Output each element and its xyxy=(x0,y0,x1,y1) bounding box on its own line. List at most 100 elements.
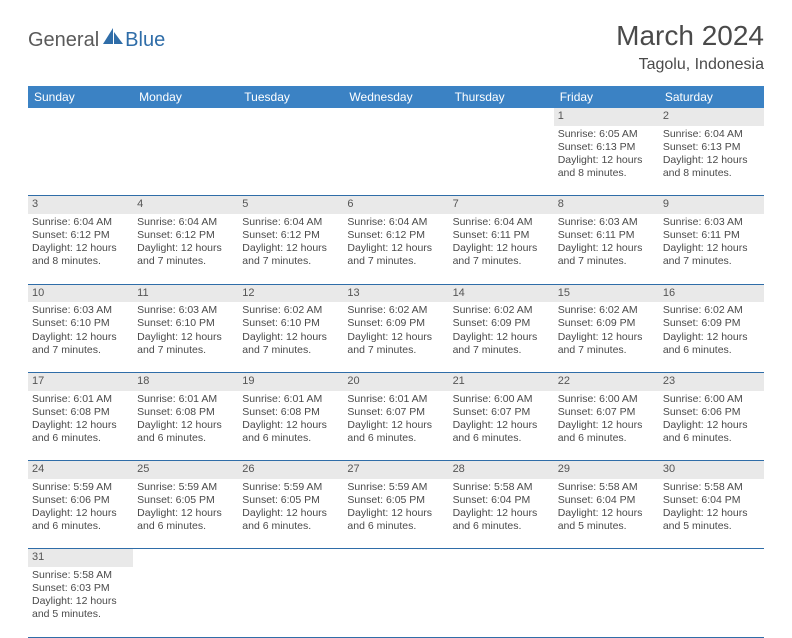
sunset-text: Sunset: 6:12 PM xyxy=(32,229,129,242)
day-data-cell: Sunrise: 6:04 AMSunset: 6:11 PMDaylight:… xyxy=(449,214,554,284)
daylight-text: and 6 minutes. xyxy=(663,344,760,357)
day-number-cell xyxy=(133,549,238,567)
sunrise-text: Sunrise: 6:03 AM xyxy=(558,216,655,229)
day-header: Tuesday xyxy=(238,86,343,108)
day-number-cell: 22 xyxy=(554,372,659,390)
daylight-text: Daylight: 12 hours xyxy=(242,331,339,344)
sunset-text: Sunset: 6:04 PM xyxy=(453,494,550,507)
sunrise-text: Sunrise: 5:59 AM xyxy=(137,481,234,494)
day-number-cell: 16 xyxy=(659,284,764,302)
day-data-cell xyxy=(238,126,343,196)
sunset-text: Sunset: 6:12 PM xyxy=(242,229,339,242)
sunrise-text: Sunrise: 6:04 AM xyxy=(32,216,129,229)
day-number-cell: 4 xyxy=(133,196,238,214)
daylight-text: Daylight: 12 hours xyxy=(137,331,234,344)
brand-text-general: General xyxy=(28,29,99,52)
day-data-cell xyxy=(449,567,554,637)
daylight-text: and 7 minutes. xyxy=(453,344,550,357)
day-data-cell: Sunrise: 6:01 AMSunset: 6:07 PMDaylight:… xyxy=(343,391,448,461)
sunset-text: Sunset: 6:08 PM xyxy=(242,406,339,419)
sunset-text: Sunset: 6:06 PM xyxy=(32,494,129,507)
day-data-cell: Sunrise: 6:03 AMSunset: 6:11 PMDaylight:… xyxy=(659,214,764,284)
day-number-cell xyxy=(238,549,343,567)
day-number-cell: 17 xyxy=(28,372,133,390)
day-number-cell: 31 xyxy=(28,549,133,567)
daylight-text: and 7 minutes. xyxy=(32,344,129,357)
sunset-text: Sunset: 6:10 PM xyxy=(32,317,129,330)
day-number-cell: 3 xyxy=(28,196,133,214)
day-data-cell xyxy=(554,567,659,637)
day-data-cell: Sunrise: 6:01 AMSunset: 6:08 PMDaylight:… xyxy=(238,391,343,461)
page-title: March 2024 xyxy=(616,20,764,52)
sunset-text: Sunset: 6:09 PM xyxy=(347,317,444,330)
day-number-cell xyxy=(28,108,133,126)
day-data-row: Sunrise: 6:03 AMSunset: 6:10 PMDaylight:… xyxy=(28,302,764,372)
sunset-text: Sunset: 6:09 PM xyxy=(453,317,550,330)
day-number-cell xyxy=(133,108,238,126)
day-data-cell: Sunrise: 6:01 AMSunset: 6:08 PMDaylight:… xyxy=(133,391,238,461)
day-data-cell: Sunrise: 5:58 AMSunset: 6:04 PMDaylight:… xyxy=(554,479,659,549)
day-data-cell xyxy=(28,126,133,196)
day-data-row: Sunrise: 6:01 AMSunset: 6:08 PMDaylight:… xyxy=(28,391,764,461)
daylight-text: and 7 minutes. xyxy=(558,344,655,357)
day-data-cell: Sunrise: 5:59 AMSunset: 6:05 PMDaylight:… xyxy=(343,479,448,549)
daylight-text: Daylight: 12 hours xyxy=(558,507,655,520)
day-number-cell: 21 xyxy=(449,372,554,390)
daylight-text: and 6 minutes. xyxy=(242,432,339,445)
day-number-cell: 26 xyxy=(238,461,343,479)
day-number-cell: 7 xyxy=(449,196,554,214)
day-header: Monday xyxy=(133,86,238,108)
sunrise-text: Sunrise: 6:04 AM xyxy=(453,216,550,229)
day-data-cell: Sunrise: 6:04 AMSunset: 6:12 PMDaylight:… xyxy=(238,214,343,284)
sunrise-text: Sunrise: 6:01 AM xyxy=(137,393,234,406)
day-data-cell: Sunrise: 6:02 AMSunset: 6:09 PMDaylight:… xyxy=(554,302,659,372)
day-data-cell: Sunrise: 6:02 AMSunset: 6:09 PMDaylight:… xyxy=(659,302,764,372)
sunrise-text: Sunrise: 6:03 AM xyxy=(663,216,760,229)
daylight-text: Daylight: 12 hours xyxy=(32,507,129,520)
day-data-row: Sunrise: 5:59 AMSunset: 6:06 PMDaylight:… xyxy=(28,479,764,549)
sunrise-text: Sunrise: 5:59 AM xyxy=(32,481,129,494)
sunrise-text: Sunrise: 5:58 AM xyxy=(32,569,129,582)
day-number-cell: 2 xyxy=(659,108,764,126)
daylight-text: Daylight: 12 hours xyxy=(558,419,655,432)
sunrise-text: Sunrise: 6:02 AM xyxy=(347,304,444,317)
daylight-text: and 7 minutes. xyxy=(347,255,444,268)
daylight-text: and 7 minutes. xyxy=(453,255,550,268)
daylight-text: Daylight: 12 hours xyxy=(347,507,444,520)
day-data-cell: Sunrise: 6:04 AMSunset: 6:13 PMDaylight:… xyxy=(659,126,764,196)
day-data-cell: Sunrise: 6:03 AMSunset: 6:10 PMDaylight:… xyxy=(133,302,238,372)
daylight-text: Daylight: 12 hours xyxy=(663,331,760,344)
daylight-text: Daylight: 12 hours xyxy=(137,419,234,432)
sunrise-text: Sunrise: 5:58 AM xyxy=(558,481,655,494)
day-data-cell xyxy=(343,567,448,637)
sunset-text: Sunset: 6:11 PM xyxy=(453,229,550,242)
day-data-cell: Sunrise: 5:58 AMSunset: 6:04 PMDaylight:… xyxy=(449,479,554,549)
day-number-row: 17181920212223 xyxy=(28,372,764,390)
sunrise-text: Sunrise: 6:00 AM xyxy=(558,393,655,406)
day-data-cell: Sunrise: 6:04 AMSunset: 6:12 PMDaylight:… xyxy=(28,214,133,284)
day-data-cell: Sunrise: 6:04 AMSunset: 6:12 PMDaylight:… xyxy=(343,214,448,284)
daylight-text: and 6 minutes. xyxy=(558,432,655,445)
day-data-cell: Sunrise: 5:59 AMSunset: 6:05 PMDaylight:… xyxy=(238,479,343,549)
day-number-cell: 23 xyxy=(659,372,764,390)
sunset-text: Sunset: 6:05 PM xyxy=(137,494,234,507)
daylight-text: and 6 minutes. xyxy=(663,432,760,445)
day-data-cell xyxy=(449,126,554,196)
sunrise-text: Sunrise: 6:01 AM xyxy=(347,393,444,406)
sunset-text: Sunset: 6:04 PM xyxy=(558,494,655,507)
day-number-cell xyxy=(238,108,343,126)
sunrise-text: Sunrise: 5:59 AM xyxy=(347,481,444,494)
day-header: Friday xyxy=(554,86,659,108)
sunrise-text: Sunrise: 6:04 AM xyxy=(347,216,444,229)
daylight-text: and 7 minutes. xyxy=(137,344,234,357)
sunrise-text: Sunrise: 6:04 AM xyxy=(663,128,760,141)
day-number-cell: 24 xyxy=(28,461,133,479)
day-data-cell: Sunrise: 5:59 AMSunset: 6:06 PMDaylight:… xyxy=(28,479,133,549)
sunset-text: Sunset: 6:08 PM xyxy=(137,406,234,419)
sunset-text: Sunset: 6:13 PM xyxy=(663,141,760,154)
day-number-cell: 15 xyxy=(554,284,659,302)
day-number-cell xyxy=(449,549,554,567)
day-number-cell: 5 xyxy=(238,196,343,214)
day-data-cell: Sunrise: 6:03 AMSunset: 6:11 PMDaylight:… xyxy=(554,214,659,284)
day-data-cell: Sunrise: 6:02 AMSunset: 6:10 PMDaylight:… xyxy=(238,302,343,372)
